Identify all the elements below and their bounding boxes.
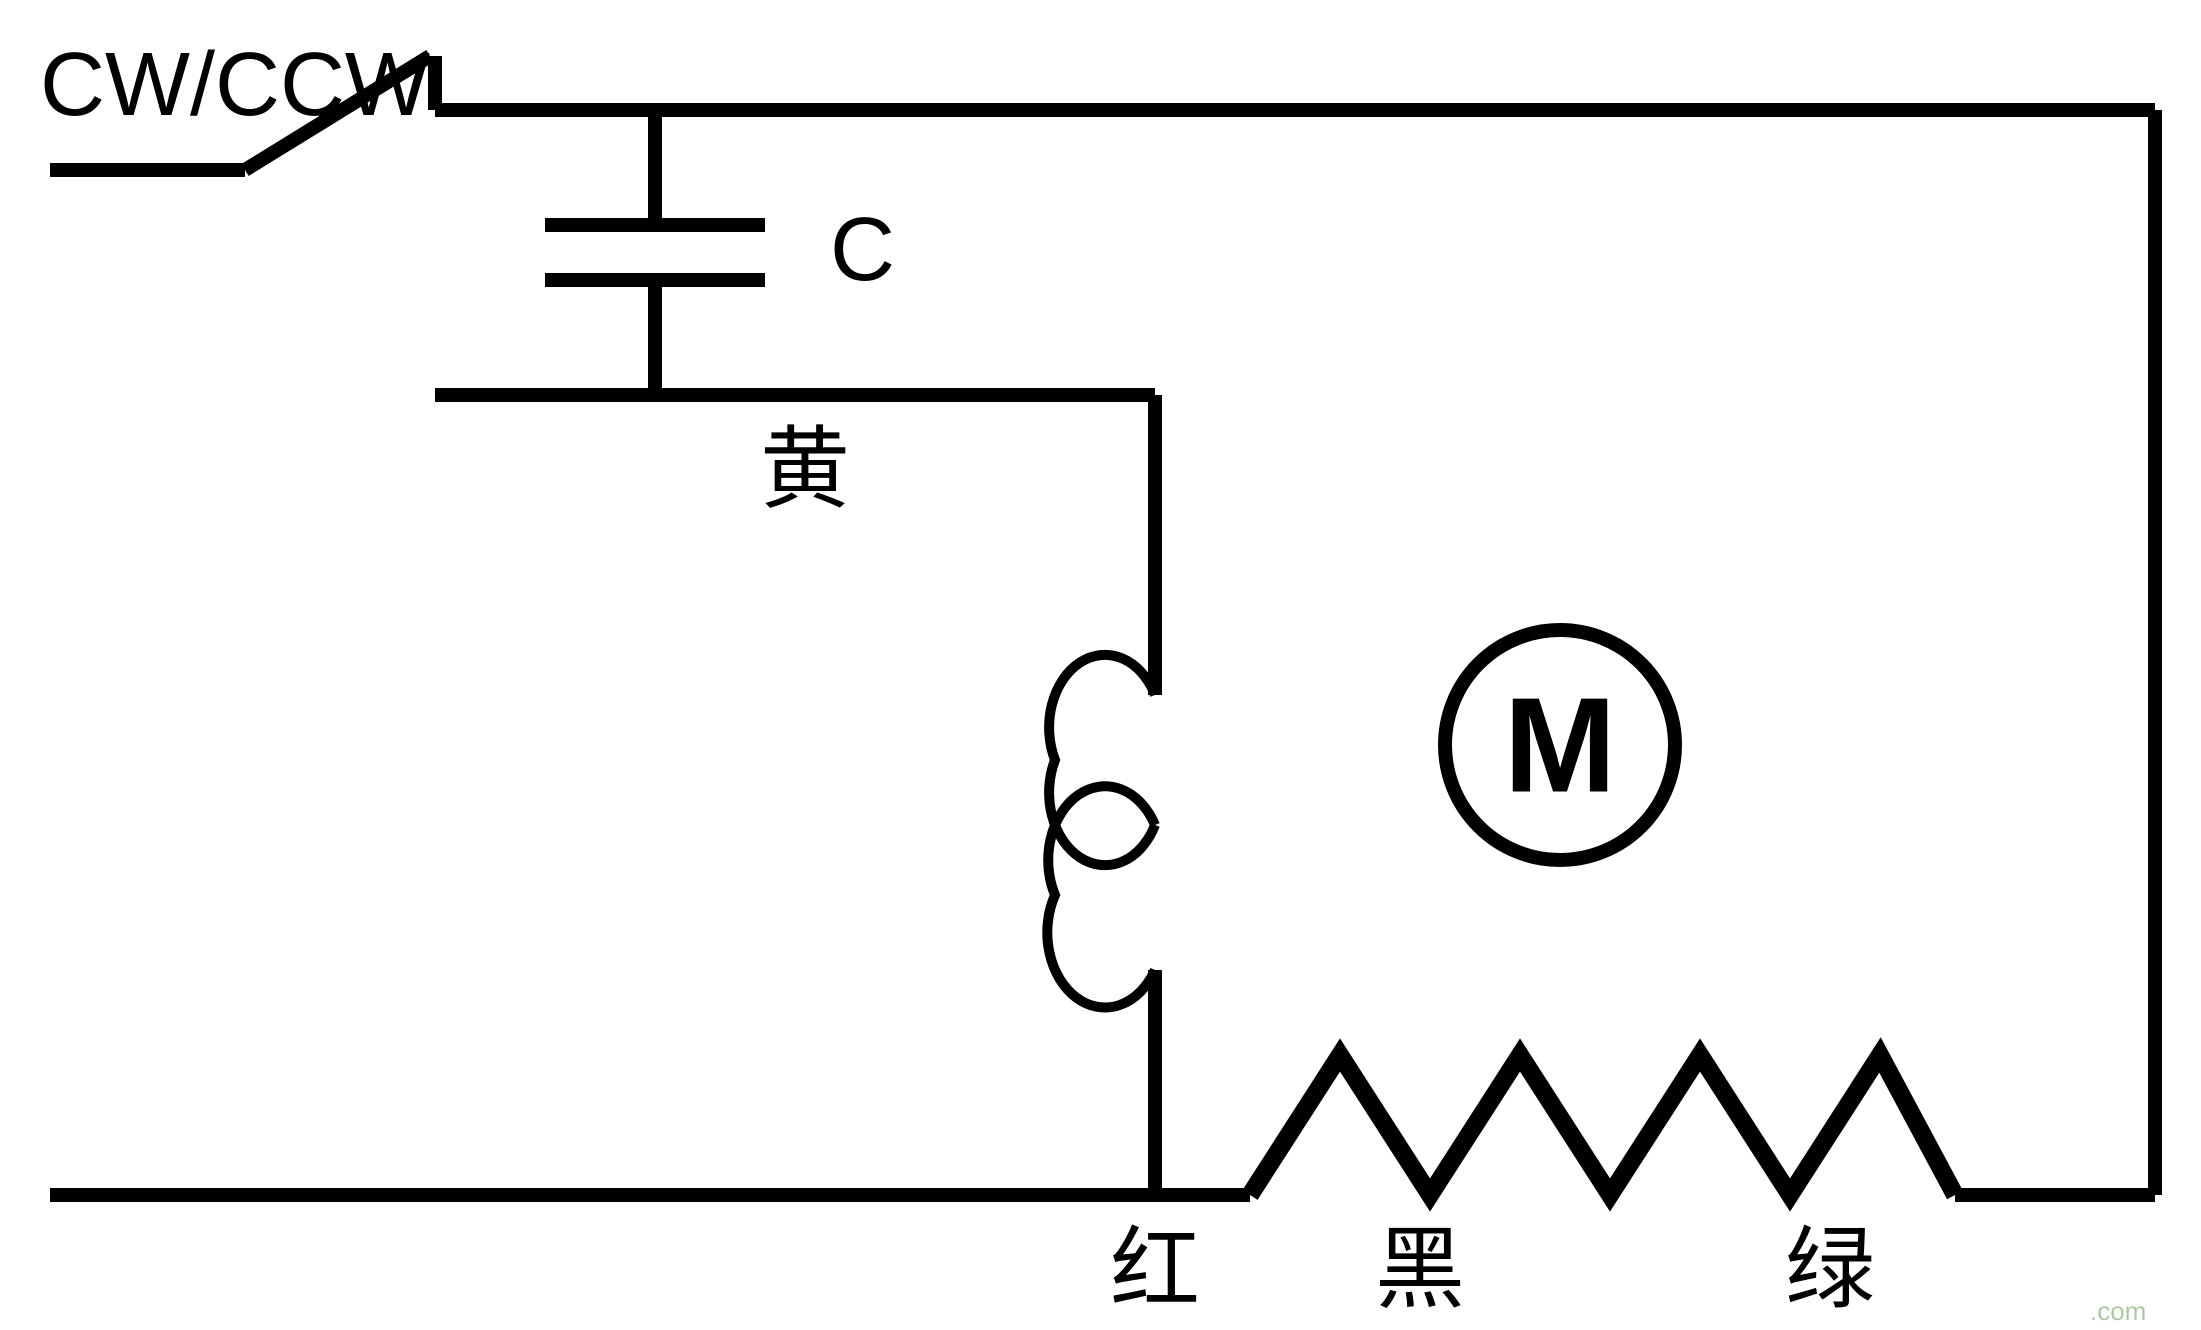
wire-label-green: 绿 — [1785, 1220, 1875, 1320]
wire-label-red: 红 — [1110, 1220, 1200, 1320]
inductor-bump-1 — [1049, 655, 1155, 865]
switch-label: CW/CCW — [40, 35, 430, 135]
capacitor — [545, 110, 765, 395]
inductor-coil — [1047, 655, 1155, 1008]
wire-label-black: 黑 — [1375, 1220, 1465, 1320]
resistor-zigzag — [1250, 1055, 1955, 1195]
capacitor-label: C — [830, 200, 895, 300]
wire-label-yellow: 黄 — [760, 420, 850, 520]
motor-symbol: M — [1445, 630, 1675, 860]
motor-label: M — [1504, 670, 1616, 821]
watermark: .com — [2090, 1296, 2146, 1326]
inductor-bump-2 — [1047, 786, 1155, 1007]
